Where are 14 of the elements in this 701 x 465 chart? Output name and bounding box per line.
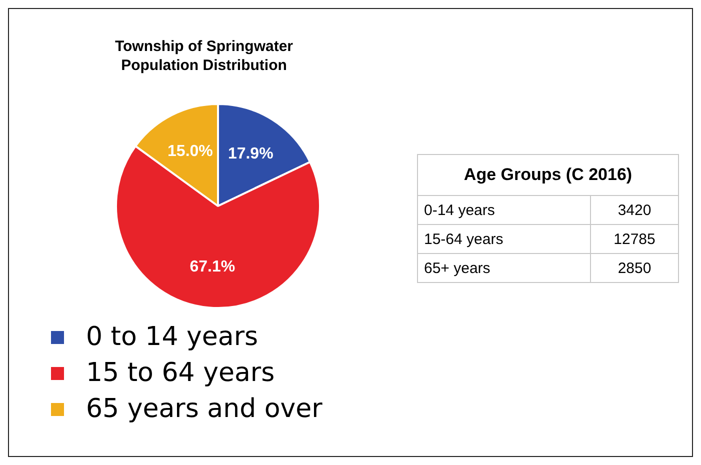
category-label: 65+ years xyxy=(418,254,590,282)
category-label: 15-64 years xyxy=(418,224,590,254)
legend-label: 0 to 14 years xyxy=(86,322,258,352)
legend-label: 15 to 64 years xyxy=(86,358,275,388)
text: Age Groups (C 2016) xyxy=(418,154,678,196)
chart-title: Township of Springwater Population Distribution xyxy=(114,37,294,75)
data-label: 12785 xyxy=(590,224,678,254)
data-label: 2850 xyxy=(590,254,678,282)
data-label: 17.9% xyxy=(228,146,274,163)
data-label: 67.1% xyxy=(190,258,236,276)
category-label: 0-14 years xyxy=(418,196,590,224)
legend-label: 65 years and over xyxy=(86,394,322,424)
data-label: 3420 xyxy=(590,196,678,224)
data-label: 15.0% xyxy=(168,142,213,160)
